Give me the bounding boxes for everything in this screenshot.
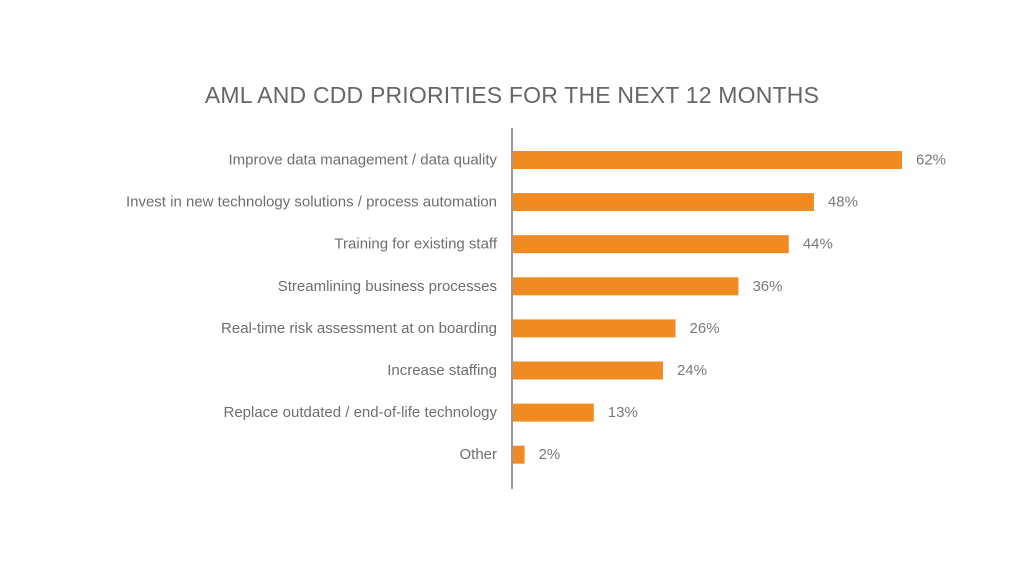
bar-row: Increase staffing 24% <box>387 361 707 380</box>
bar <box>512 361 663 380</box>
category-label: Improve data management / data quality <box>229 152 498 169</box>
bar-row: Real-time risk assessment at on boarding… <box>221 319 720 338</box>
category-label: Real-time risk assessment at on boarding <box>221 320 497 337</box>
value-label: 48% <box>828 194 858 211</box>
category-label: Increase staffing <box>387 362 497 379</box>
bars-layer: Improve data management / data quality 62… <box>126 151 946 464</box>
bar-row: Other 2% <box>459 445 561 464</box>
bar-row: Invest in new technology solutions / pro… <box>126 193 858 212</box>
category-label: Training for existing staff <box>334 236 497 253</box>
value-label: 13% <box>608 404 638 421</box>
bar <box>512 403 594 422</box>
value-label: 2% <box>539 446 561 463</box>
bar <box>512 277 739 296</box>
bar <box>512 193 814 212</box>
bar <box>512 235 789 254</box>
value-label: 62% <box>916 152 946 169</box>
bar-row: Replace outdated / end-of-life technolog… <box>223 403 638 422</box>
value-label: 24% <box>677 362 707 379</box>
bar-row: Improve data management / data quality 62… <box>229 151 946 169</box>
chart-title: AML AND CDD PRIORITIES FOR THE NEXT 12 M… <box>204 82 820 108</box>
category-label: Streamlining business processes <box>278 278 497 295</box>
category-label: Other <box>459 446 497 463</box>
value-label: 44% <box>803 236 833 253</box>
bar <box>512 151 902 169</box>
bar <box>512 445 525 464</box>
category-label: Replace outdated / end-of-life technolog… <box>223 404 497 421</box>
bar-row: Training for existing staff 44% <box>334 235 833 254</box>
bar <box>512 319 676 338</box>
bar-row: Streamlining business processes 36% <box>278 277 782 296</box>
value-label: 26% <box>690 320 720 337</box>
value-label: 36% <box>752 278 782 295</box>
category-label: Invest in new technology solutions / pro… <box>126 194 497 211</box>
